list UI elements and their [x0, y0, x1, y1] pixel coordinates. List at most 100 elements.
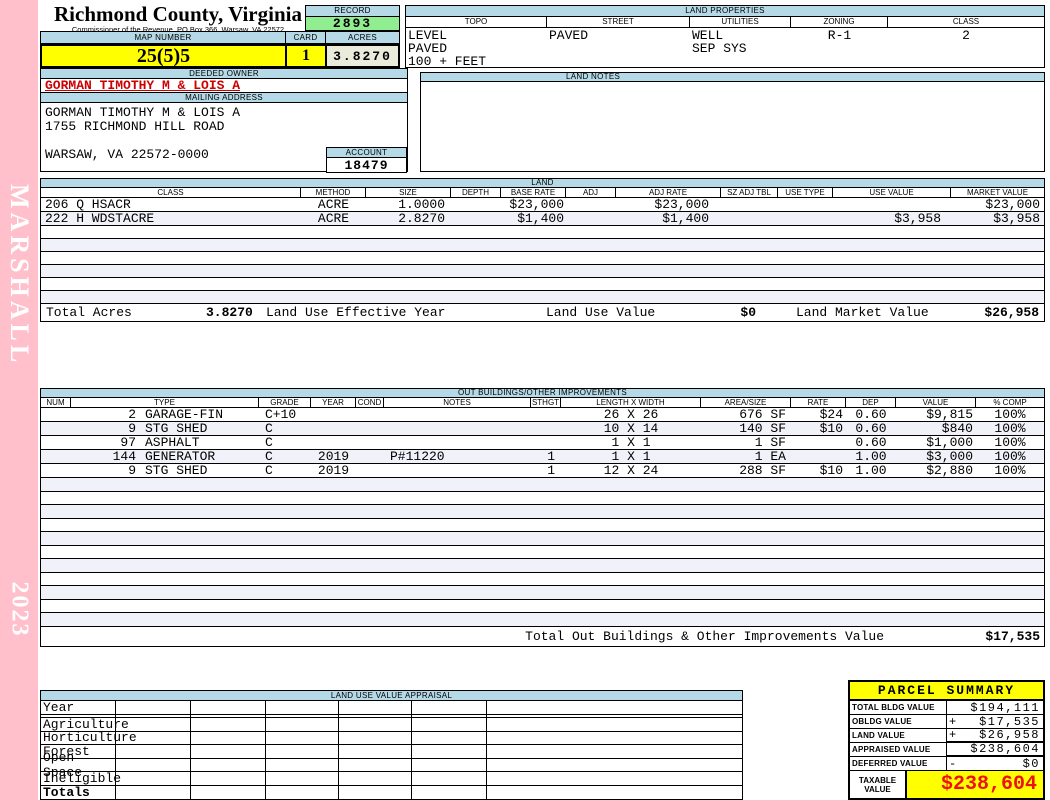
lua-cell — [339, 731, 412, 744]
ob-empty-row — [41, 505, 1044, 519]
total-acres-value: 3.8270 — [206, 305, 253, 320]
ob-dep: 0.60 — [855, 421, 887, 436]
map-card-acres-row: MAP NUMBER 25(5)5 CARD 1 ACRES 3.8270 — [40, 31, 400, 68]
taxable-label-line: TAXABLE — [858, 775, 897, 785]
lua-cell — [191, 772, 266, 785]
land-class: 206 Q HSACR — [45, 197, 131, 212]
col-ob-area-size: AREA/SIZE — [701, 398, 791, 407]
lua-cell — [412, 731, 487, 744]
land-use-appraisal-title: LAND USE VALUE APPRAISAL — [41, 691, 742, 701]
ob-total-value: $17,535 — [985, 628, 1040, 644]
zoning-value: R-1 — [827, 28, 852, 43]
lua-cell — [487, 772, 742, 785]
record-box: RECORD 2893 — [305, 5, 400, 31]
ob-dep: 1.00 — [855, 449, 887, 464]
land-adj-rate: $23,000 — [654, 197, 709, 212]
land-base-rate: $23,000 — [509, 197, 564, 212]
col-ob-type: TYPE — [71, 398, 259, 407]
lua-cell — [266, 701, 339, 714]
land-sz-adj-tbl — [721, 198, 778, 211]
out-building-row: 9 STG SHED C 10 X 14 140 SF $10 0.60 $840… — [41, 422, 1044, 436]
land-sz-adj-tbl — [721, 212, 778, 225]
land-use-value — [833, 198, 951, 211]
ob-empty-row — [41, 586, 1044, 600]
lua-cell — [116, 701, 191, 714]
lua-cell — [116, 718, 191, 731]
col-land-use-type: USE TYPE — [778, 188, 833, 197]
lua-cell — [487, 745, 742, 758]
ob-empty-row — [41, 559, 1044, 573]
utilities-line: SEP SYS — [692, 41, 747, 56]
summary-value-cell: $194,111 — [947, 701, 1043, 715]
ob-value: $1,000 — [926, 435, 973, 450]
land-market-value-label: Land Market Value — [796, 305, 929, 320]
taxable-value-row: TAXABLE VALUE $238,604 — [850, 771, 1043, 798]
col-land-class: CLASS — [41, 188, 301, 197]
summary-op: + — [949, 728, 957, 742]
lua-cell — [116, 745, 191, 758]
summary-label: TOTAL BLDG VALUE — [850, 701, 947, 715]
land-notes-title: LAND NOTES — [421, 73, 1044, 82]
summary-label: LAND VALUE — [850, 729, 947, 743]
deeded-owner-name: GORMAN TIMOTHY M & LOIS A — [41, 78, 407, 93]
ob-empty-row — [41, 545, 1044, 559]
county-subtitle: Commissioner of the Revenue, PO Box 366,… — [71, 25, 285, 34]
land-properties-values: LEVEL PAVED 100 + FEET PAVED WELL SEP SY… — [406, 28, 1044, 68]
col-land-use-value: USE VALUE — [833, 188, 951, 197]
land-notes-box: LAND NOTES — [420, 72, 1045, 172]
ob-area-size: 1 EA — [754, 449, 786, 464]
ob-area-size: 676 SF — [739, 407, 786, 422]
col-ob-length-width: LENGTH X WIDTH — [561, 398, 701, 407]
col-land-size: SIZE — [366, 188, 451, 197]
lua-row-label: Year — [41, 700, 116, 715]
land-properties-header: TOPO STREET UTILITIES ZONING CLASS — [406, 17, 1044, 28]
land-use-value: $0 — [740, 305, 756, 320]
lua-cell — [412, 718, 487, 731]
address-line: 1755 RICHMOND HILL ROAD — [45, 118, 225, 134]
land-empty-row — [41, 278, 1044, 291]
lua-row-year: Year — [41, 700, 742, 715]
ob-dep: 1.00 — [855, 463, 887, 478]
col-topo: TOPO — [406, 17, 547, 27]
lua-cell — [191, 785, 266, 799]
lua-cell — [412, 758, 487, 771]
land-use-value-label: Land Use Value — [546, 305, 656, 320]
ob-sthgt — [531, 436, 561, 449]
lua-row-label: Open Space — [41, 750, 116, 780]
ob-area-size: 288 SF — [739, 463, 786, 478]
col-ob-value: VALUE — [896, 398, 976, 407]
ob-cond — [356, 436, 384, 449]
account-value: 18479 — [326, 158, 407, 173]
ob-pct-comp: 100% — [994, 463, 1026, 478]
lua-cell — [116, 731, 191, 744]
map-number-label: MAP NUMBER — [40, 31, 285, 44]
summary-amount: $194,111 — [970, 700, 1040, 715]
ob-cond — [356, 464, 384, 477]
land-adj-rate: $1,400 — [662, 211, 709, 226]
summary-amount: $238,604 — [970, 742, 1040, 756]
out-buildings-table: OUT BUILDINGS/OTHER IMPROVEMENTS NUM TYP… — [40, 388, 1045, 647]
ob-pct-comp: 100% — [994, 407, 1026, 422]
topo-line: PAVED — [408, 41, 448, 56]
summary-value-cell: - $0 — [947, 757, 1043, 771]
col-utilities: UTILITIES — [690, 17, 791, 27]
ob-value: $840 — [941, 421, 973, 436]
deeded-owner-label: DEEDED OWNER — [41, 69, 407, 79]
ob-length-width: 1 X 1 — [611, 449, 651, 464]
lua-row-label: Ineligible — [43, 770, 122, 786]
ob-rate: $10 — [819, 421, 843, 436]
lua-cell — [412, 715, 487, 717]
ob-length-width: 1 X 1 — [611, 435, 651, 450]
lua-cell — [487, 759, 742, 772]
parcel-summary-title: PARCEL SUMMARY — [850, 682, 1043, 701]
street-value: PAVED — [549, 28, 589, 43]
lua-cell — [191, 701, 266, 714]
acres-label: ACRES — [325, 31, 400, 44]
ob-sthgt — [531, 408, 561, 421]
ob-sthgt: 1 — [547, 449, 555, 464]
lua-row-label: Agriculture — [43, 716, 129, 732]
map-number-box: MAP NUMBER 25(5)5 — [40, 31, 285, 68]
ob-notes — [384, 436, 531, 449]
owner-box: DEEDED OWNER GORMAN TIMOTHY M & LOIS A M… — [40, 68, 408, 173]
lua-cell — [266, 785, 339, 799]
